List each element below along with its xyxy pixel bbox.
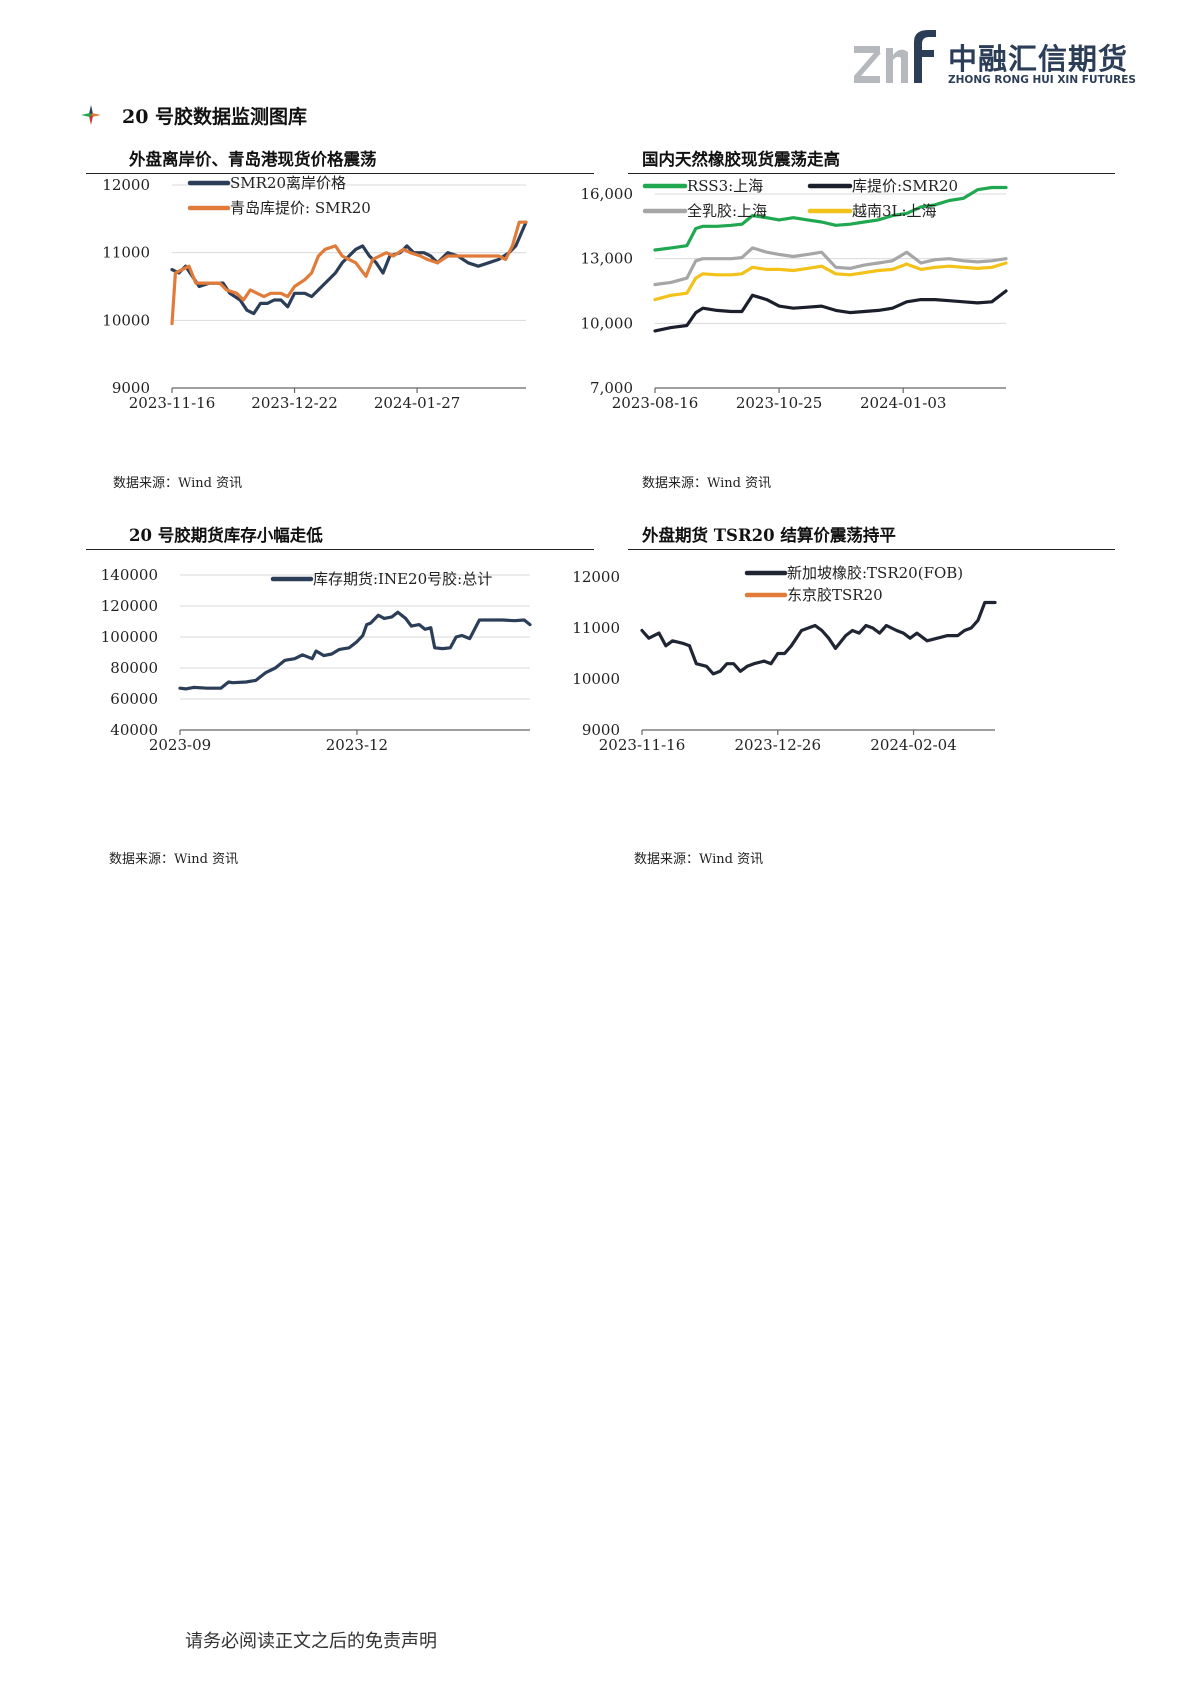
- disclaimer-footer: 请务必阅读正文之后的免责声明: [185, 1631, 437, 1652]
- legend-label-2: 青岛库提价: SMR20: [230, 199, 371, 217]
- chart-3-rule: [86, 549, 594, 550]
- logo-chinese-name: 中融汇信期货: [948, 42, 1129, 76]
- chart-2-title: 国内天然橡胶现货震荡走高: [642, 150, 840, 169]
- legend-label-2: 库提价:SMR20: [852, 177, 958, 195]
- legend-label-1: SMR20离岸价格: [230, 174, 346, 192]
- x-tick-label: 2023-12-22: [251, 394, 337, 412]
- y-tick-label: 10000: [102, 311, 150, 329]
- y-tick-label: 40000: [110, 721, 158, 739]
- y-tick-label: 60000: [110, 690, 158, 708]
- y-tick-label: 11000: [572, 619, 620, 637]
- y-tick-label: 9000: [112, 379, 150, 397]
- x-tick-label: 2023-08-16: [612, 394, 698, 412]
- y-tick-label: 16,000: [581, 185, 634, 203]
- chart-4-source: 数据来源：Wind 资讯: [634, 852, 764, 867]
- y-tick-label: 10,000: [581, 314, 634, 332]
- znf-logo-mark: [854, 30, 936, 83]
- y-tick-label: 140000: [101, 566, 158, 584]
- legend-label-4: 越南3L:上海: [852, 202, 937, 220]
- x-tick-label: 2023-10-25: [736, 394, 822, 412]
- company-logo: 中融汇信期货 ZHONG RONG HUI XIN FUTURES: [852, 28, 1136, 92]
- chart-2-source: 数据来源：Wind 资讯: [642, 476, 772, 491]
- y-tick-label: 12000: [572, 568, 620, 586]
- x-tick-label: 2024-01-27: [374, 394, 460, 412]
- x-tick-label: 2023-11-16: [599, 736, 685, 754]
- series-line-2: [653, 289, 1008, 333]
- x-tick-label: 2024-01-03: [860, 394, 946, 412]
- series-line-4: [653, 261, 1008, 302]
- series-line-1: [170, 220, 528, 316]
- legend-label-3: 全乳胶:上海: [687, 202, 767, 220]
- legend-label-1: RSS3:上海: [687, 177, 763, 195]
- series-line-1: [178, 610, 532, 691]
- x-tick-label: 2023-09: [149, 736, 211, 754]
- y-tick-label: 12000: [102, 176, 150, 194]
- y-tick-label: 13,000: [581, 250, 634, 268]
- chart-3-title: 20 号胶期货库存小幅走低: [129, 526, 323, 545]
- y-tick-label: 10000: [572, 670, 620, 688]
- y-tick-label: 100000: [101, 628, 158, 646]
- series-line-1: [653, 185, 1008, 252]
- chart-1-rule: [86, 173, 594, 174]
- x-tick-label: 2023-12: [326, 736, 388, 754]
- chart-2-rule: [628, 173, 1115, 174]
- x-tick-label: 2023-12-26: [735, 736, 821, 754]
- y-tick-label: 80000: [110, 659, 158, 677]
- chart-1-title: 外盘离岸价、青岛港现货价格震荡: [129, 150, 377, 169]
- chart-4-rule: [628, 549, 1115, 550]
- y-tick-label: 11000: [102, 244, 150, 262]
- y-tick-label: 7,000: [590, 379, 633, 397]
- x-tick-label: 2024-02-04: [870, 736, 956, 754]
- chart-3-plot: 140000 120000 100000 80000 60000 400002023-09…: [101, 566, 532, 754]
- legend-label-1: 新加坡橡胶:TSR20(FOB): [787, 564, 963, 582]
- logo-english-name: ZHONG RONG HUI XIN FUTURES: [948, 74, 1136, 86]
- chart-1-source: 数据来源：Wind 资讯: [113, 476, 243, 491]
- x-tick-label: 2023-11-16: [129, 394, 215, 412]
- y-tick-label: 9000: [582, 721, 620, 739]
- series-line-3: [653, 246, 1008, 287]
- chart-3-source: 数据来源：Wind 资讯: [109, 852, 239, 867]
- series-line-1: [640, 600, 997, 676]
- compass-star-icon: [81, 105, 101, 125]
- section-title: 20 号胶数据监测图库: [122, 106, 308, 128]
- chart-4-title: 外盘期货 TSR20 结算价震荡持平: [642, 526, 896, 545]
- series-line-2: [170, 220, 528, 326]
- legend-label-1: 库存期货:INE20号胶:总计: [313, 570, 492, 588]
- legend-label-2: 东京胶TSR20: [787, 586, 883, 604]
- y-tick-label: 120000: [101, 597, 158, 615]
